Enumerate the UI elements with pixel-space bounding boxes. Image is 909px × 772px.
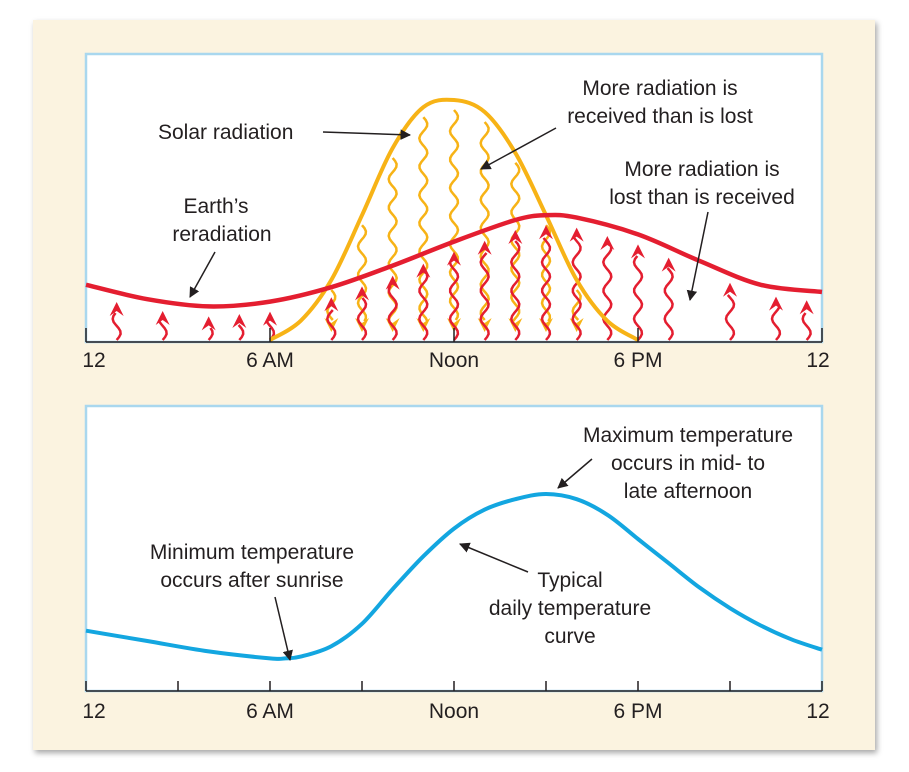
earth-reradiation-arrow <box>232 314 247 341</box>
earth-reradiation-arrow <box>631 244 645 341</box>
more-received-label-2: received than is lost <box>567 105 753 128</box>
earth-reradiation-arrow <box>355 286 369 341</box>
more-received-label-1: More radiation is <box>582 77 737 100</box>
more-lost-label-2: lost than is received <box>609 186 795 209</box>
radiation-x-ticks: 12 6 AM Noon 6 PM 12 <box>82 328 830 372</box>
more-received-pointer <box>480 127 557 170</box>
x-tick-label: 6 AM <box>246 700 294 723</box>
max-temp-label-3: late afternoon <box>624 480 752 503</box>
earth-reradiation-arrow <box>324 297 339 341</box>
x-tick-label: 12 <box>806 349 829 372</box>
x-tick-label: 6 PM <box>613 349 662 372</box>
min-temp-pointer <box>274 596 293 662</box>
earth-reradiation-label-2: reradiation <box>172 223 271 246</box>
x-tick-label: Noon <box>429 349 479 372</box>
temperature-x-ticks: 12 6 AM Noon 6 PM 12 <box>82 681 830 723</box>
x-tick-label: 6 AM <box>246 349 294 372</box>
x-tick-label: 12 <box>82 349 105 372</box>
max-temp-label-1: Maximum temperature <box>583 424 793 447</box>
solar-radiation-label: Solar radiation <box>158 121 293 144</box>
earth-reradiation-arrow <box>416 263 431 341</box>
earth-reradiation-arrow <box>600 236 615 341</box>
max-temp-pointer <box>557 458 593 489</box>
earth-reradiation-arrow <box>799 300 814 341</box>
earth-reradiation-arrow <box>385 275 400 341</box>
temperature-curve <box>85 491 823 661</box>
solar-radiation-pointer <box>322 129 412 140</box>
max-temp-label-2: occurs in mid- to <box>611 452 765 475</box>
x-tick-label: 6 PM <box>613 700 662 723</box>
earth-reradiation-arrow <box>477 240 492 341</box>
earth-reradiation-label-1: Earth’s <box>184 195 249 218</box>
earth-reradiation-arrow <box>539 225 553 341</box>
x-tick-label: Noon <box>429 700 479 723</box>
typical-curve-label-2: daily temperature <box>489 597 651 620</box>
earth-reradiation-arrow <box>769 296 783 341</box>
earth-reradiation-arrow <box>447 251 461 341</box>
solar-radiation-curve <box>268 97 640 342</box>
typical-curve-label-1: Typical <box>537 569 602 592</box>
earth-reradiation-pointer <box>189 251 216 298</box>
temperature-plot-frame <box>84 404 824 693</box>
earth-reradiation-arrow <box>508 230 523 341</box>
x-tick-label: 12 <box>82 700 105 723</box>
min-temp-label-2: occurs after sunrise <box>160 569 343 592</box>
min-temp-label-1: Minimum temperature <box>150 541 354 564</box>
x-tick-label: 12 <box>806 700 829 723</box>
earth-reradiation-arrow <box>723 282 737 341</box>
typical-curve-pointer <box>459 542 529 573</box>
temperature-plot: 12 6 AM Noon 6 PM 12 Maximum temperature occ… <box>82 404 830 723</box>
earth-reradiation-arrow <box>661 257 676 341</box>
more-lost-label-1: More radiation is <box>624 158 779 181</box>
earth-reradiation-arrow <box>109 302 124 341</box>
radiation-arrows <box>109 109 814 341</box>
more-lost-pointer <box>686 211 709 302</box>
earth-reradiation-arrow <box>201 316 216 341</box>
typical-curve-label-3: curve <box>544 625 595 648</box>
radiation-plot: 12 6 AM Noon 6 PM 12 Solar radiation Earth’s… <box>82 52 830 372</box>
earth-reradiation-arrow <box>155 311 170 341</box>
earth-reradiation-curve <box>85 212 823 309</box>
earth-reradiation-arrow <box>569 227 584 341</box>
